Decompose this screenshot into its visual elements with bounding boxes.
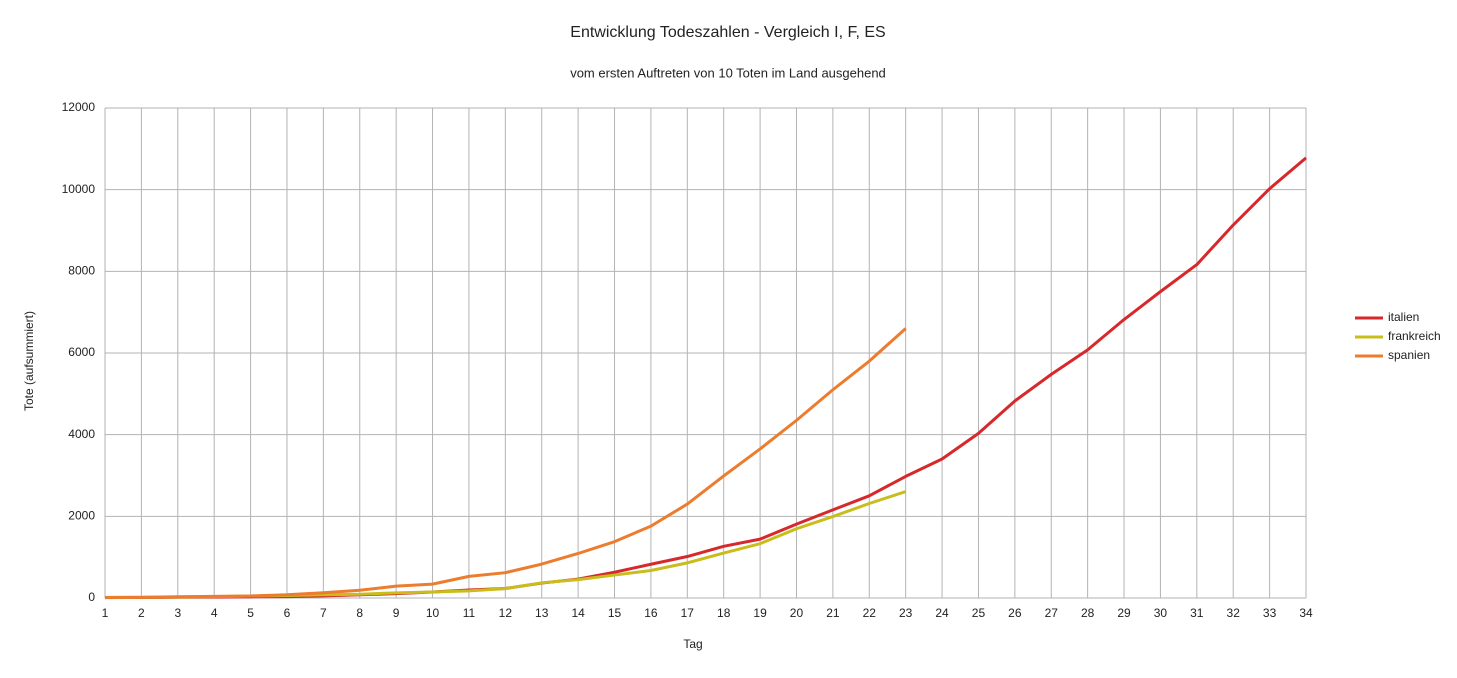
y-tick-label: 2000 (68, 509, 95, 523)
y-tick-label: 4000 (68, 427, 95, 441)
x-tick-label: 29 (1117, 606, 1131, 620)
x-tick-label: 15 (608, 606, 622, 620)
legend-label: italien (1388, 310, 1419, 324)
series-line (104, 327, 907, 600)
x-tick-label: 28 (1081, 606, 1095, 620)
y-axis-label: Tote (aufsummiert) (22, 311, 36, 411)
x-tick-label: 31 (1190, 606, 1204, 620)
x-tick-label: 8 (356, 606, 363, 620)
x-tick-label: 7 (320, 606, 327, 620)
x-tick-label: 17 (681, 606, 695, 620)
x-tick-label: 20 (790, 606, 804, 620)
y-tick-label: 0 (88, 590, 95, 604)
x-tick-label: 3 (174, 606, 181, 620)
x-tick-label: 1 (102, 606, 109, 620)
x-tick-label: 6 (284, 606, 291, 620)
x-axis-label: Tag (683, 637, 702, 651)
x-tick-label: 18 (717, 606, 731, 620)
x-tick-label: 24 (935, 606, 949, 620)
x-tick-label: 11 (463, 606, 476, 620)
x-tick-label: 4 (211, 606, 218, 620)
x-tick-label: 30 (1154, 606, 1168, 620)
x-tick-label: 26 (1008, 606, 1022, 620)
chart-subtitle: vom ersten Auftreten von 10 Toten im Lan… (570, 65, 886, 80)
x-tick-label: 22 (863, 606, 877, 620)
x-tick-label: 5 (247, 606, 254, 620)
x-tick-label: 10 (426, 606, 440, 620)
x-tick-label: 33 (1263, 606, 1277, 620)
x-tick-label: 23 (899, 606, 913, 620)
x-tick-label: 27 (1045, 606, 1059, 620)
chart-title: Entwicklung Todeszahlen - Vergleich I, F… (570, 24, 885, 41)
x-tick-label: 34 (1299, 606, 1313, 620)
x-tick-label: 13 (535, 606, 549, 620)
x-tick-label: 25 (972, 606, 986, 620)
y-tick-label: 8000 (68, 264, 95, 278)
x-tick-label: 2 (138, 606, 145, 620)
x-tick-label: 32 (1227, 606, 1241, 620)
x-tick-label: 14 (571, 606, 585, 620)
y-tick-label: 10000 (62, 182, 96, 196)
x-tick-label: 19 (753, 606, 767, 620)
x-tick-label: 9 (393, 606, 400, 620)
y-tick-label: 6000 (68, 345, 95, 359)
x-tick-label: 21 (826, 606, 840, 620)
legend-label: spanien (1388, 348, 1430, 362)
y-tick-label: 12000 (62, 100, 96, 114)
x-tick-label: 16 (644, 606, 658, 620)
legend-label: frankreich (1388, 329, 1441, 343)
x-tick-label: 12 (499, 606, 513, 620)
